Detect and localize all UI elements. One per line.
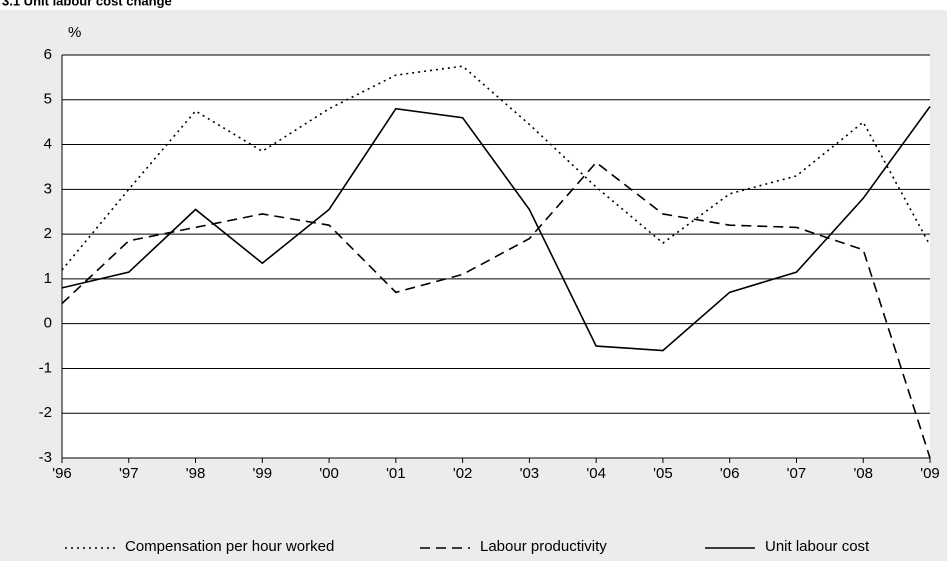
x-tick-label: '01 [386, 465, 406, 482]
x-tick-label: '98 [186, 465, 206, 482]
x-tick-label: '99 [253, 465, 273, 482]
series-line [61, 161, 931, 459]
y-tick-label: -3 [39, 449, 52, 466]
legend-label: Compensation per hour worked [125, 538, 334, 555]
x-tick-label: '97 [119, 465, 139, 482]
y-tick-label: -1 [39, 359, 52, 376]
legend-label: Labour productivity [480, 538, 607, 555]
y-tick-label: 3 [44, 180, 52, 197]
x-tick-label: '08 [853, 465, 873, 482]
x-tick-label: '02 [453, 465, 473, 482]
y-axis-label: % [68, 24, 81, 41]
y-tick-label: 0 [44, 315, 52, 332]
y-tick-label: 2 [44, 225, 52, 242]
x-tick-label: '06 [720, 465, 740, 482]
y-tick-label: 1 [44, 270, 52, 287]
x-tick-label: '07 [787, 465, 807, 482]
x-tick-label: '05 [653, 465, 673, 482]
x-tick-label: '09 [920, 465, 940, 482]
x-tick-label: '00 [319, 465, 339, 482]
legend-label: Unit labour cost [765, 538, 870, 555]
y-tick-label: 6 [44, 46, 52, 63]
x-tick-label: '96 [52, 465, 72, 482]
y-tick-label: 4 [44, 136, 52, 153]
x-tick-label: '04 [586, 465, 606, 482]
series-line [61, 106, 931, 352]
chart-title: 3.1 Unit labour cost change [2, 0, 172, 8]
x-tick-label: '03 [520, 465, 540, 482]
y-tick-label: 5 [44, 91, 52, 108]
y-tick-label: -2 [39, 404, 52, 421]
